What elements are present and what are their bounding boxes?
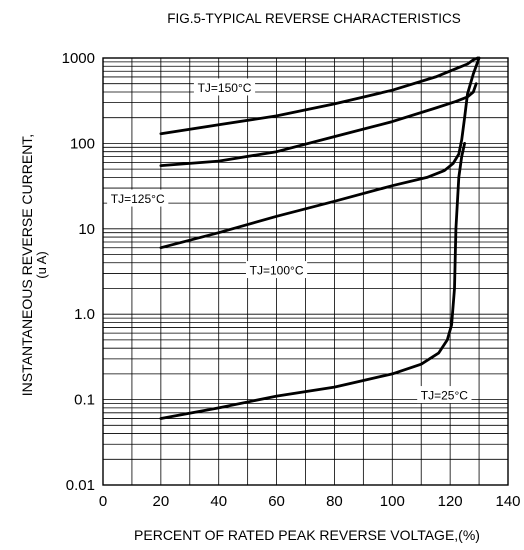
x-tick-label: 120	[438, 493, 463, 510]
series-line-1	[159, 56, 479, 136]
series-label: TJ=150°C	[198, 81, 252, 95]
series-line-4	[159, 142, 466, 420]
x-axis: 0 20 40 60 80 100 120 140	[99, 493, 521, 510]
y-tick-label: 0.1	[74, 392, 95, 409]
x-tick-label: 60	[268, 493, 285, 510]
series-group	[159, 56, 481, 420]
y-tick-label: 100	[70, 135, 95, 152]
y-axis-label: INSTANTANEOUS REVERSE CURRENT,	[19, 134, 35, 396]
x-tick-label: 20	[153, 493, 170, 510]
series-label-bg	[193, 78, 256, 96]
series-labels: TJ=150°C TJ=125°C TJ=100°C TJ=25°C	[107, 78, 472, 404]
series-label-bg	[107, 189, 169, 207]
x-tick-label: 80	[326, 493, 343, 510]
chart-title: FIG.5-TYPICAL REVERSE CHARACTERISTICS	[167, 11, 461, 26]
x-axis-label: PERCENT OF RATED PEAK REVERSE VOLTAGE,(%…	[134, 527, 480, 543]
x-tick-label: 140	[495, 493, 520, 510]
x-tick-label: 100	[380, 493, 405, 510]
series-label: TJ=125°C	[111, 192, 165, 206]
series-label: TJ=100°C	[250, 264, 304, 278]
series-line-3	[159, 56, 481, 250]
y-axis: 0.01 0.1 1.0 10 100 1000	[62, 50, 95, 494]
y-tick-label: 1.0	[74, 306, 95, 323]
y-axis-unit: (u A)	[34, 251, 49, 278]
x-tick-label: 40	[210, 493, 227, 510]
series-line-2	[159, 82, 478, 167]
x-tick-label: 0	[99, 493, 107, 510]
series-label-bg	[417, 386, 472, 404]
grid	[103, 58, 508, 486]
y-tick-label: 0.01	[66, 477, 95, 494]
plot-frame	[102, 57, 509, 486]
y-tick-label: 10	[78, 221, 95, 238]
y-tick-label: 1000	[62, 50, 95, 67]
series-label: TJ=25°C	[421, 389, 468, 403]
series-label-bg	[245, 261, 308, 279]
